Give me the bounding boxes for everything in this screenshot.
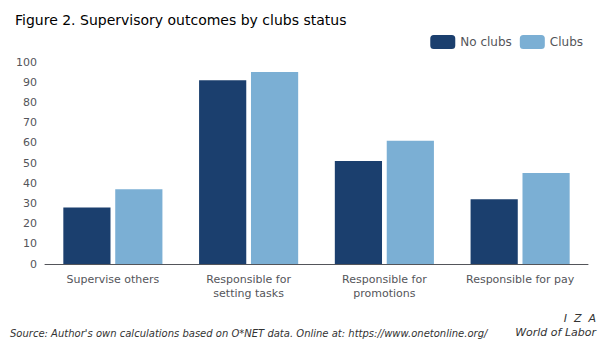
svg-text:0: 0 <box>30 258 37 271</box>
svg-text:setting tasks: setting tasks <box>213 287 284 300</box>
svg-text:20: 20 <box>23 217 37 230</box>
svg-text:60: 60 <box>23 136 37 149</box>
svg-text:80: 80 <box>23 96 37 109</box>
svg-text:40: 40 <box>23 177 37 190</box>
svg-text:Responsible for: Responsible for <box>342 273 427 286</box>
svg-text:Responsible for: Responsible for <box>206 273 291 286</box>
svg-text:70: 70 <box>23 116 37 129</box>
svg-text:I Z A: I Z A <box>564 312 596 325</box>
svg-text:90: 90 <box>23 76 37 89</box>
svg-text:No clubs: No clubs <box>460 35 512 49</box>
svg-text:30: 30 <box>23 197 37 210</box>
svg-text:Supervise others: Supervise others <box>66 273 159 286</box>
svg-text:Source: Author's own calculati: Source: Author's own calculations based … <box>10 328 489 339</box>
svg-text:promotions: promotions <box>353 287 416 300</box>
svg-text:Figure 2. Supervisory outcomes: Figure 2. Supervisory outcomes by clubs … <box>15 12 346 28</box>
svg-text:Clubs: Clubs <box>550 35 583 49</box>
svg-text:World of Labor: World of Labor <box>515 326 597 339</box>
svg-text:100: 100 <box>16 56 37 69</box>
svg-text:Responsible for pay: Responsible for pay <box>466 273 575 286</box>
svg-text:50: 50 <box>23 157 37 170</box>
svg-text:10: 10 <box>23 237 37 250</box>
